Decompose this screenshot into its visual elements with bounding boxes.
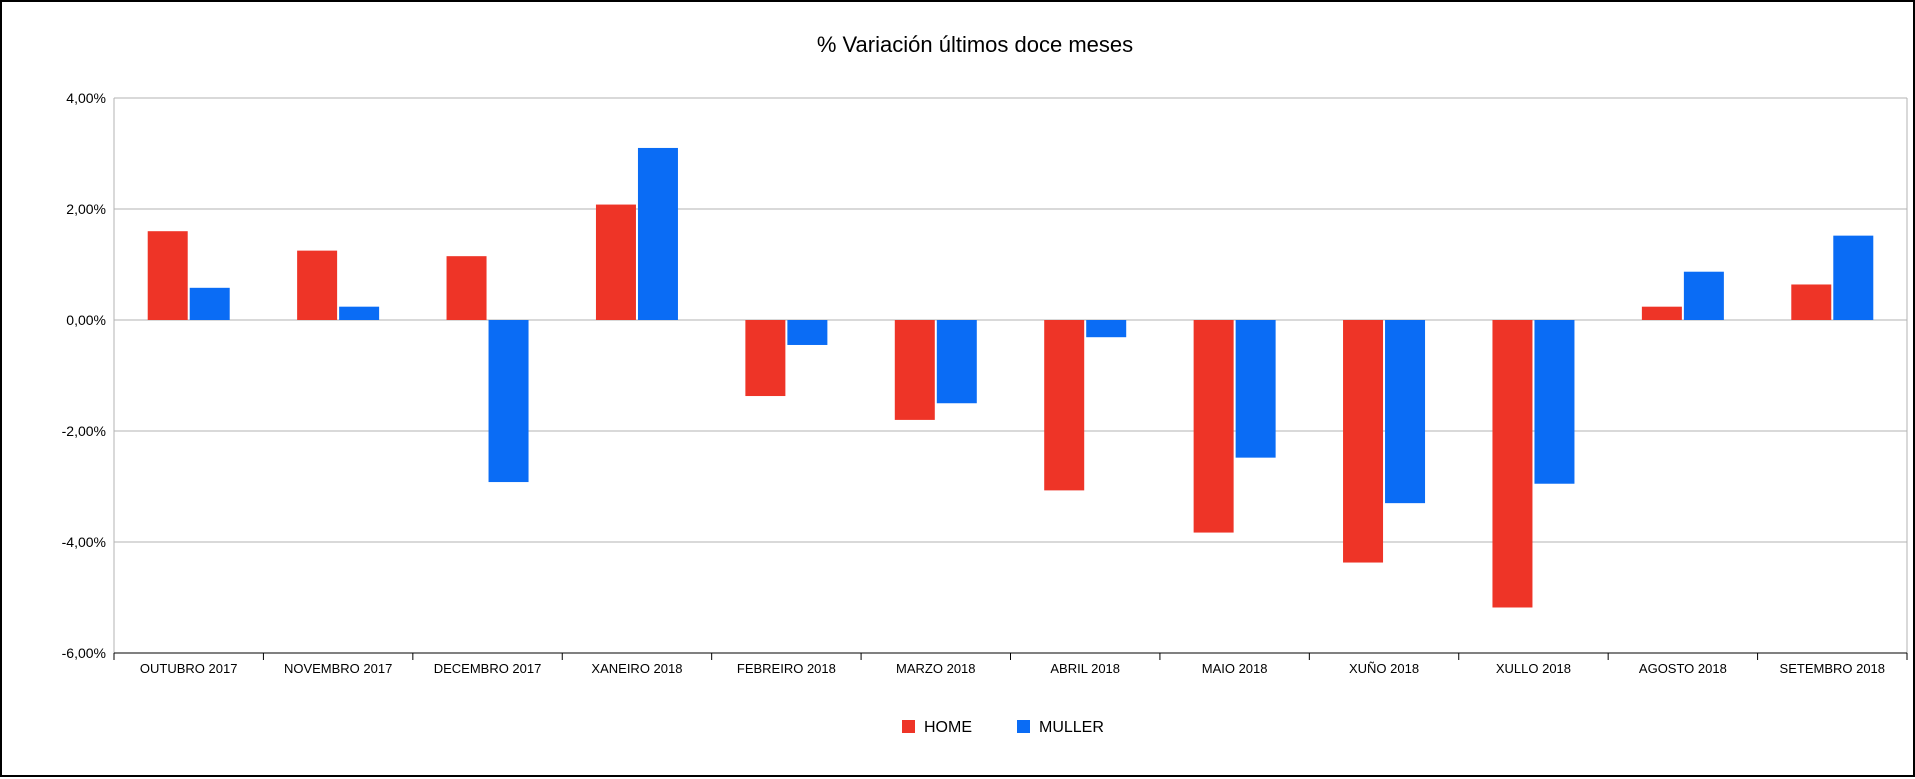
legend-label-muller: MULLER (1039, 719, 1104, 736)
bar-muller (1683, 271, 1724, 320)
bar-muller (637, 147, 678, 320)
y-tick-label: 2,00% (66, 201, 106, 217)
bar-home (1044, 320, 1085, 491)
x-tick-label: NOVEMBRO 2017 (284, 661, 392, 676)
y-tick-label: -6,00% (62, 645, 106, 661)
bar-home (1193, 320, 1234, 533)
bar-home (147, 231, 188, 320)
bar-muller (936, 320, 977, 404)
bar-muller (1385, 320, 1426, 504)
y-tick-labels: 4,00% 2,00% 0,00% -2,00% -4,00% -6,00% (62, 90, 106, 661)
x-tick-labels: OUTUBRO 2017 NOVEMBRO 2017 DECEMBRO 2017 XA… (140, 661, 1885, 676)
x-tick-label: MAIO 2018 (1202, 661, 1268, 676)
bars (147, 147, 1874, 608)
bar-home (297, 250, 338, 320)
bar-home (595, 204, 636, 320)
x-tick-label: XUÑO 2018 (1349, 661, 1419, 676)
grid-lines (114, 97, 1907, 654)
y-tick-label: 0,00% (66, 312, 106, 328)
bar-home (446, 256, 487, 320)
bar-home (1791, 284, 1832, 320)
x-tick-label: ABRIL 2018 (1050, 661, 1120, 676)
bar-muller (339, 306, 380, 320)
x-tick-label: OUTUBRO 2017 (140, 661, 238, 676)
x-tick-label: XANEIRO 2018 (591, 661, 682, 676)
legend-swatch-muller (1017, 720, 1030, 733)
x-tick-label: FEBREIRO 2018 (737, 661, 836, 676)
x-tick-label: MARZO 2018 (896, 661, 975, 676)
legend-swatch-home (902, 720, 915, 733)
legend-label-home: HOME (924, 719, 972, 736)
chart-title: % Variación últimos doce meses (817, 32, 1133, 57)
y-tick-label: -2,00% (62, 423, 106, 439)
y-tick-label: -4,00% (62, 534, 106, 550)
legend: HOME MULLER (902, 719, 1104, 736)
bar-muller (488, 320, 529, 483)
bar-muller (1534, 320, 1575, 484)
bar-muller (787, 320, 828, 345)
bar-home (745, 320, 786, 397)
x-tick-label: DECEMBRO 2017 (434, 661, 542, 676)
x-tick-label: SETEMBRO 2018 (1780, 661, 1886, 676)
bar-muller (189, 287, 230, 320)
bar-home (894, 320, 935, 420)
bar-muller (1833, 235, 1874, 320)
bar-home (1343, 320, 1384, 563)
axes (113, 98, 1908, 660)
y-tick-label: 4,00% (66, 90, 106, 106)
bar-muller (1235, 320, 1276, 458)
bar-muller (1086, 320, 1127, 338)
bar-home (1641, 306, 1682, 320)
x-tick-label: AGOSTO 2018 (1639, 661, 1727, 676)
x-tick-label: XULLO 2018 (1496, 661, 1571, 676)
bar-home (1492, 320, 1533, 608)
